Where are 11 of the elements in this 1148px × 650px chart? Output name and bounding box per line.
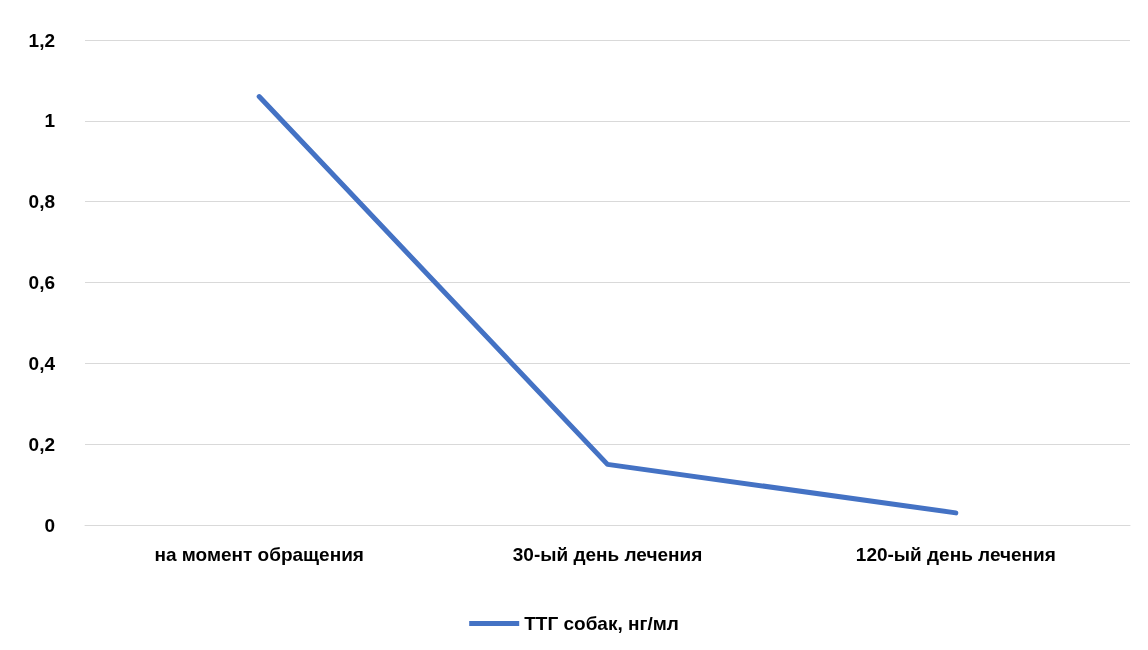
y-tick-label: 0,6 (28, 272, 55, 293)
y-tick-label: 1 (44, 110, 56, 132)
y-tick-label: 1,2 (28, 29, 55, 51)
y-tick-label: 0,4 (28, 352, 56, 374)
x-tick-label: на момент обращения (154, 544, 364, 565)
x-tick-label: 30-ый день лечения (512, 544, 703, 565)
y-tick-label: 0,8 (28, 191, 55, 213)
x-tick-label: 120-ый день лечения (855, 544, 1056, 565)
y-tick-label: 0,2 (28, 433, 55, 455)
legend-label: ТТГ собак, нг/мл (524, 613, 679, 634)
y-tick-label: 0 (44, 514, 55, 536)
